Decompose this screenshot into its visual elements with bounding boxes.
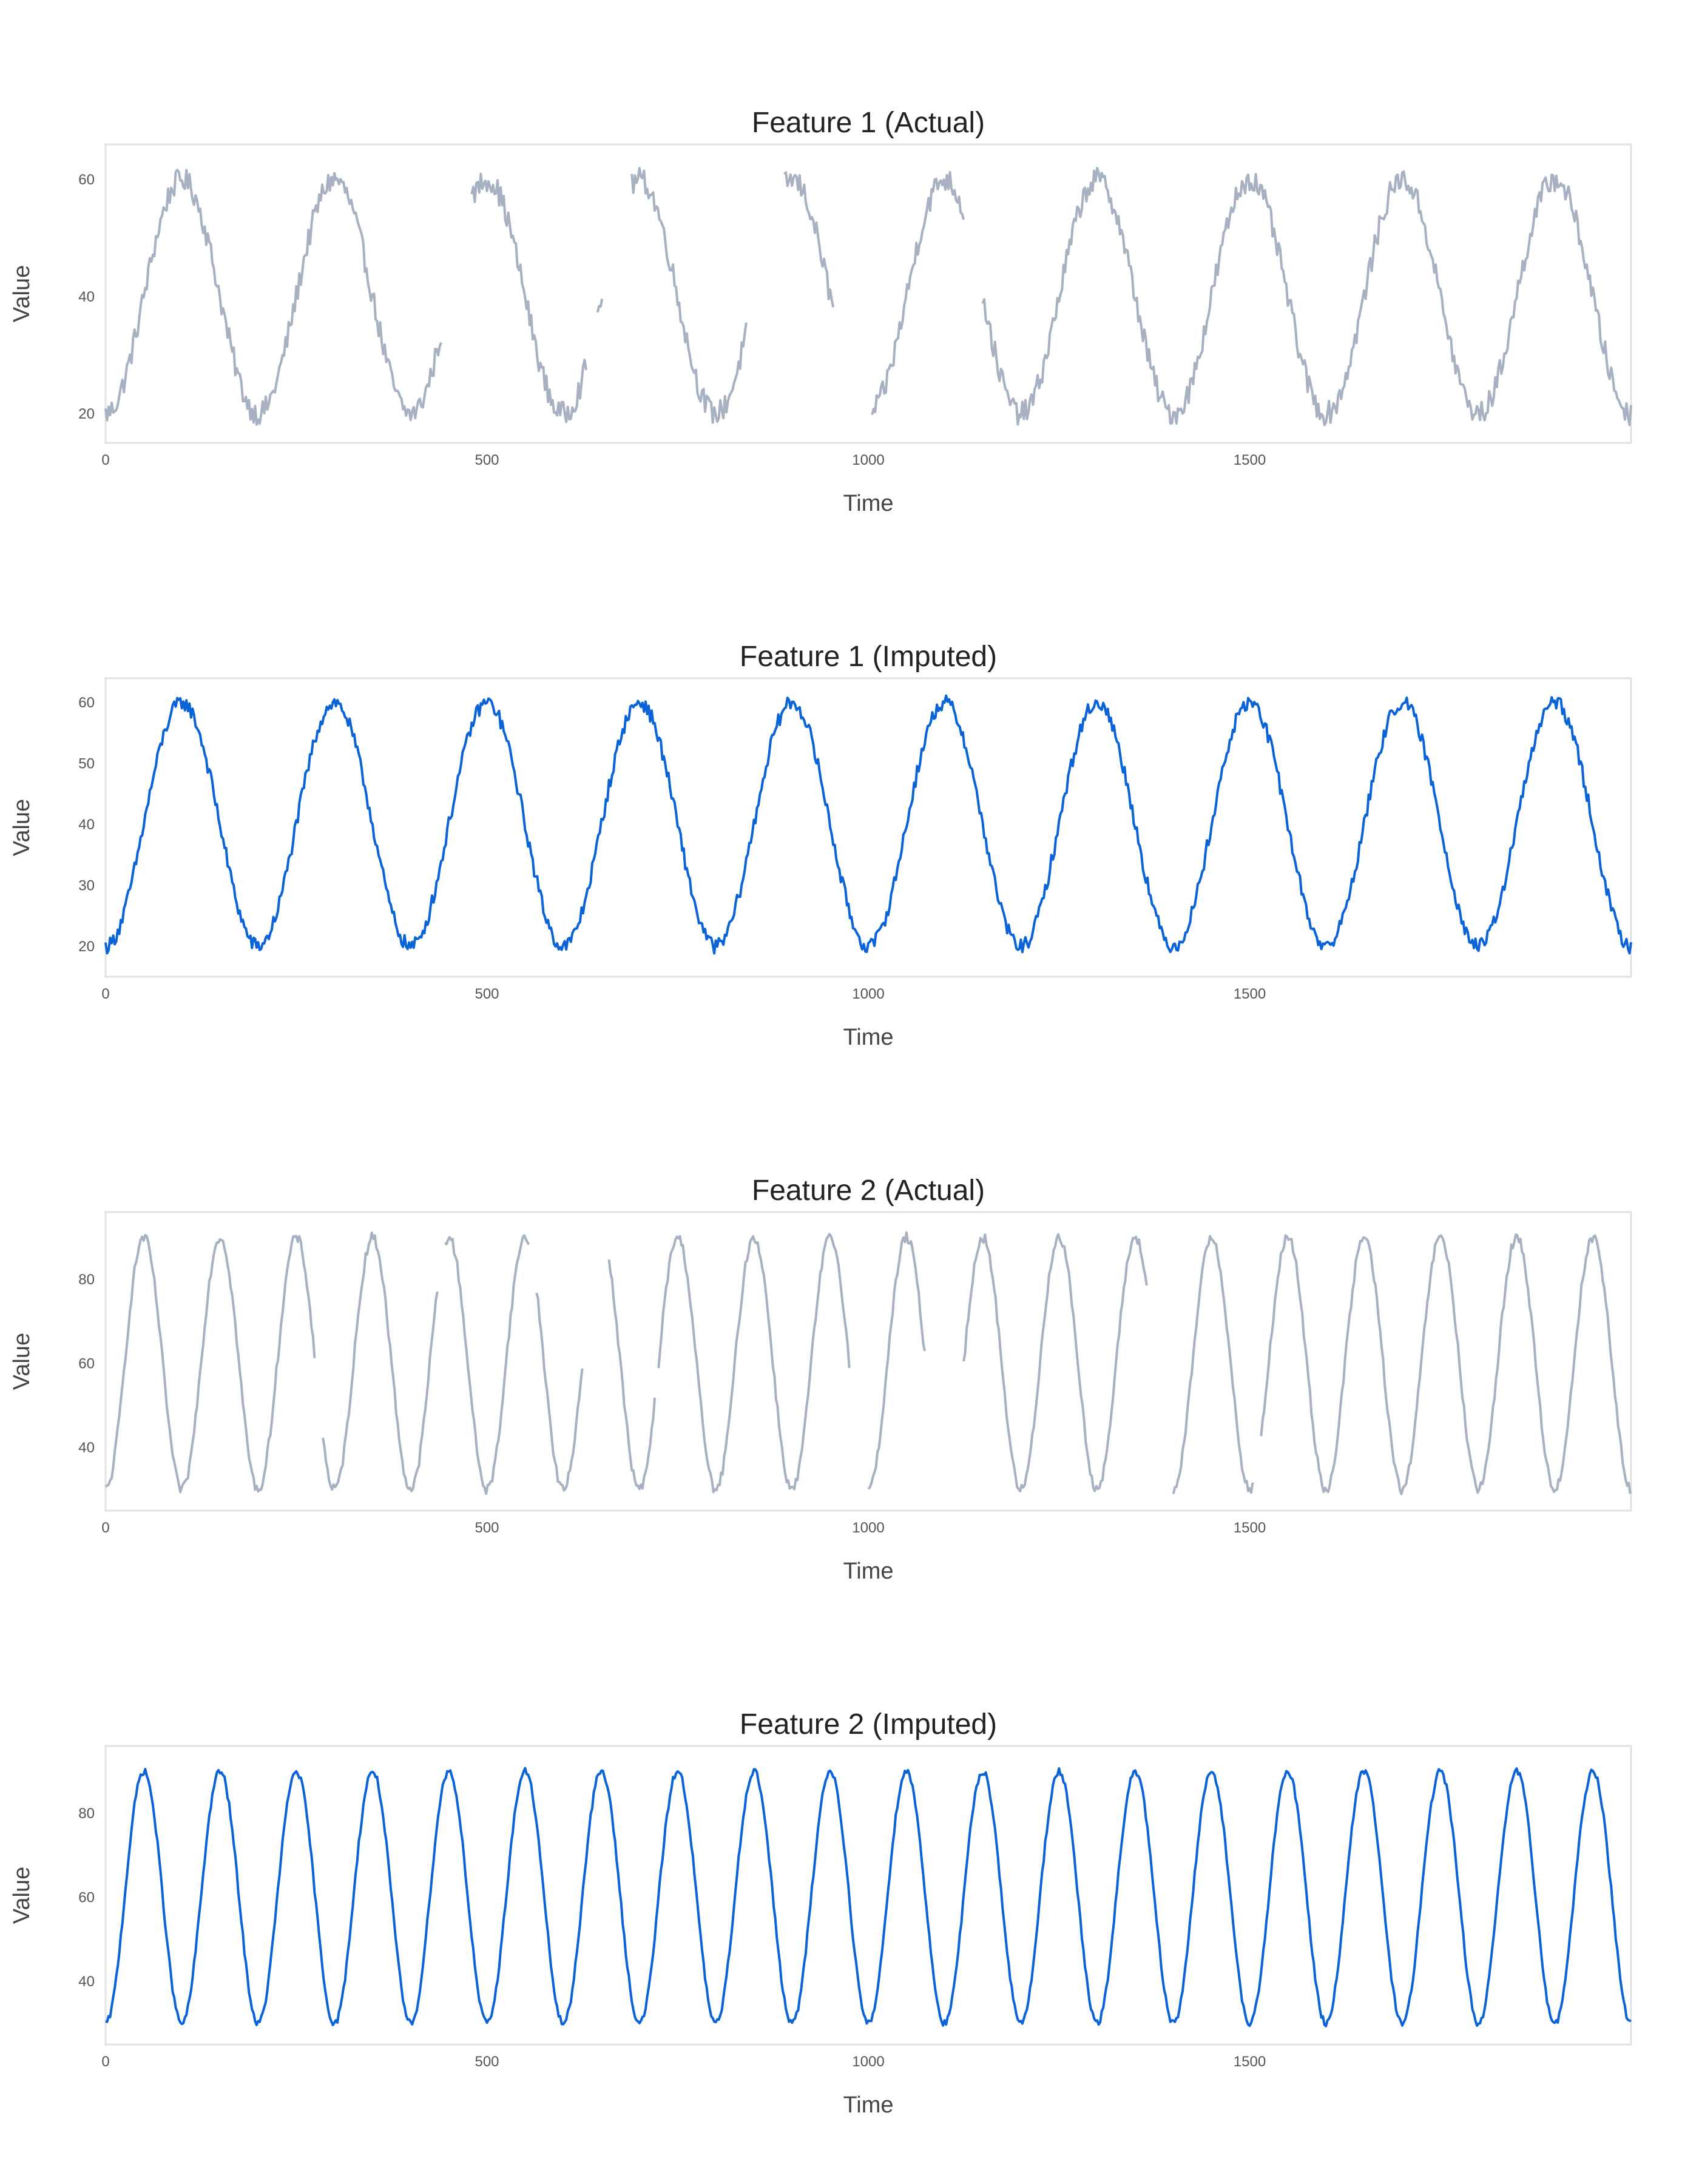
- x-tick-label: 0: [101, 2054, 109, 2070]
- x-tick-label: 500: [475, 986, 499, 1002]
- plot-frame: [104, 677, 1632, 978]
- y-tick-label: 40: [78, 817, 95, 833]
- y-tick-label: 40: [78, 1440, 95, 1456]
- y-axis-title: Value: [9, 1867, 35, 1924]
- y-tick-label: 50: [78, 756, 95, 772]
- y-tick-label: 80: [78, 1272, 95, 1288]
- y-tick-label: 60: [78, 1889, 95, 1906]
- series-line: [104, 1231, 1632, 1495]
- x-tick-label: 1000: [852, 2054, 884, 2070]
- y-tick-label: 60: [78, 172, 95, 188]
- x-tick-label: 1500: [1234, 1520, 1266, 1536]
- chart-title: Feature 1 (Actual): [752, 107, 985, 139]
- x-axis-title: Time: [843, 2092, 893, 2118]
- plot-frame: [104, 1211, 1632, 1512]
- series-line: [104, 167, 1632, 426]
- x-tick-label: 0: [101, 1520, 109, 1536]
- y-axis-title: Value: [9, 1333, 35, 1390]
- x-tick-label: 500: [475, 2054, 499, 2070]
- x-tick-label: 0: [101, 452, 109, 468]
- y-tick-label: 60: [78, 1355, 95, 1372]
- series-line: [104, 694, 1632, 955]
- plot-frame: [104, 1745, 1632, 2046]
- x-axis-title: Time: [843, 491, 893, 516]
- x-axis-title: Time: [843, 1025, 893, 1050]
- chart-panel-4: Feature 2 (Imputed) 40 60 80 0 500 1000 1500 Tim…: [9, 1708, 1632, 2118]
- x-tick-label: 1000: [852, 986, 884, 1002]
- chart-panel-2: Feature 1 (Imputed) 20 30 40 50 60 0 500 1000 150…: [9, 641, 1632, 1050]
- x-tick-label: 1000: [852, 452, 884, 468]
- y-tick-label: 40: [78, 1973, 95, 1990]
- y-axis-title: Value: [9, 265, 35, 322]
- chart-panel-3: Feature 2 (Actual) 40 60 80 0 500 1000 1500 Time…: [9, 1175, 1632, 1584]
- x-tick-label: 1000: [852, 1520, 884, 1536]
- series-line: [105, 1767, 1632, 2027]
- y-tick-label: 80: [78, 1805, 95, 1822]
- x-axis-title: Time: [843, 1559, 893, 1584]
- x-tick-label: 500: [475, 1520, 499, 1536]
- y-tick-label: 60: [78, 695, 95, 711]
- x-tick-label: 0: [101, 986, 109, 1002]
- chart-title: Feature 1 (Imputed): [740, 641, 997, 673]
- y-tick-label: 20: [78, 939, 95, 955]
- chart-title: Feature 2 (Actual): [752, 1175, 985, 1207]
- y-axis-title: Value: [9, 799, 35, 856]
- y-tick-label: 30: [78, 877, 95, 894]
- plot-frame: [104, 143, 1632, 444]
- x-tick-label: 1500: [1234, 986, 1266, 1002]
- x-tick-label: 500: [475, 452, 499, 468]
- y-tick-label: 20: [78, 406, 95, 422]
- chart-title: Feature 2 (Imputed): [740, 1708, 997, 1741]
- y-tick-label: 40: [78, 289, 95, 305]
- x-tick-label: 1500: [1234, 2054, 1266, 2070]
- chart-panel-1: Feature 1 (Actual) 20 40 60 0 500 1000 1500 Time…: [9, 107, 1632, 516]
- x-tick-label: 1500: [1234, 452, 1266, 468]
